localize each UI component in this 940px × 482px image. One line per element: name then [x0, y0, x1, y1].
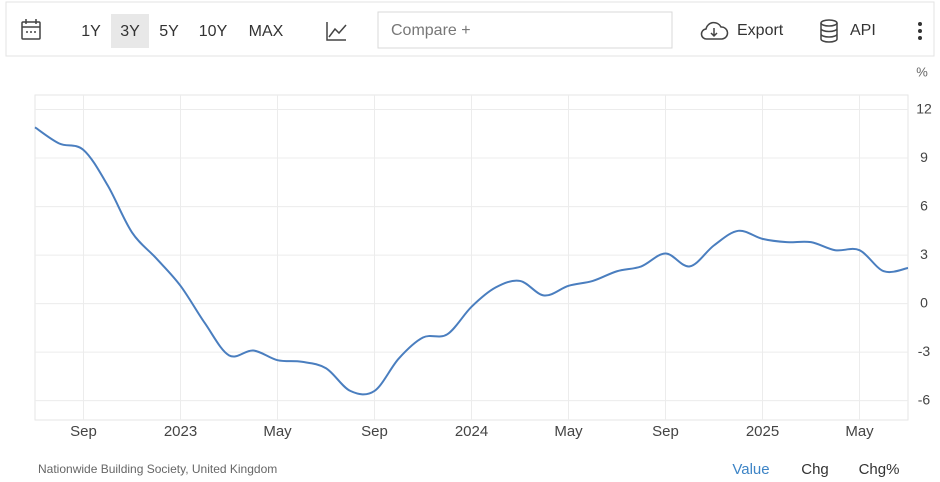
x-tick-label: 2024: [455, 423, 488, 440]
tab-change[interactable]: Chg: [801, 461, 829, 478]
source-note: Nationwide Building Society, United King…: [38, 462, 277, 476]
data-line: [34, 126, 909, 396]
chart-type-icon[interactable]: [326, 22, 347, 41]
x-tick-label: 2025: [746, 423, 779, 440]
range-button[interactable]: MAX: [249, 23, 284, 40]
calendar-icon[interactable]: [21, 19, 41, 40]
y-tick-label: 12: [916, 100, 932, 116]
api-button[interactable]: API: [850, 22, 876, 39]
range-button[interactable]: 1Y: [81, 23, 101, 40]
range-button[interactable]: 10Y: [199, 23, 228, 40]
api-icon[interactable]: [820, 19, 838, 43]
range-button[interactable]: 5Y: [159, 23, 179, 40]
compare-placeholder: Compare +: [391, 22, 471, 39]
x-tick-label: 2023: [164, 423, 197, 440]
x-tick-label: Sep: [652, 423, 679, 440]
compare-input[interactable]: [377, 11, 673, 49]
y-tick-label: 6: [920, 197, 928, 213]
x-tick-label: Sep: [70, 423, 97, 440]
y-tick-label: 0: [920, 294, 928, 310]
y-unit: %: [916, 64, 928, 79]
x-tick-label: May: [263, 423, 292, 440]
tab-value[interactable]: Value: [732, 461, 769, 478]
y-tick-label: -6: [918, 391, 931, 407]
x-tick-label: Sep: [361, 423, 388, 440]
export-icon[interactable]: [700, 21, 729, 40]
tab-change-pct[interactable]: Chg%: [859, 461, 900, 478]
selected-range-bg: [111, 14, 149, 48]
range-button[interactable]: 3Y: [120, 23, 140, 40]
y-tick-label: -3: [918, 343, 931, 359]
x-tick-label: May: [554, 423, 583, 440]
export-button[interactable]: Export: [737, 22, 784, 39]
y-tick-label: 3: [920, 246, 928, 262]
y-tick-label: 9: [920, 149, 928, 165]
more-menu[interactable]: [918, 22, 922, 40]
x-tick-label: May: [845, 423, 874, 440]
